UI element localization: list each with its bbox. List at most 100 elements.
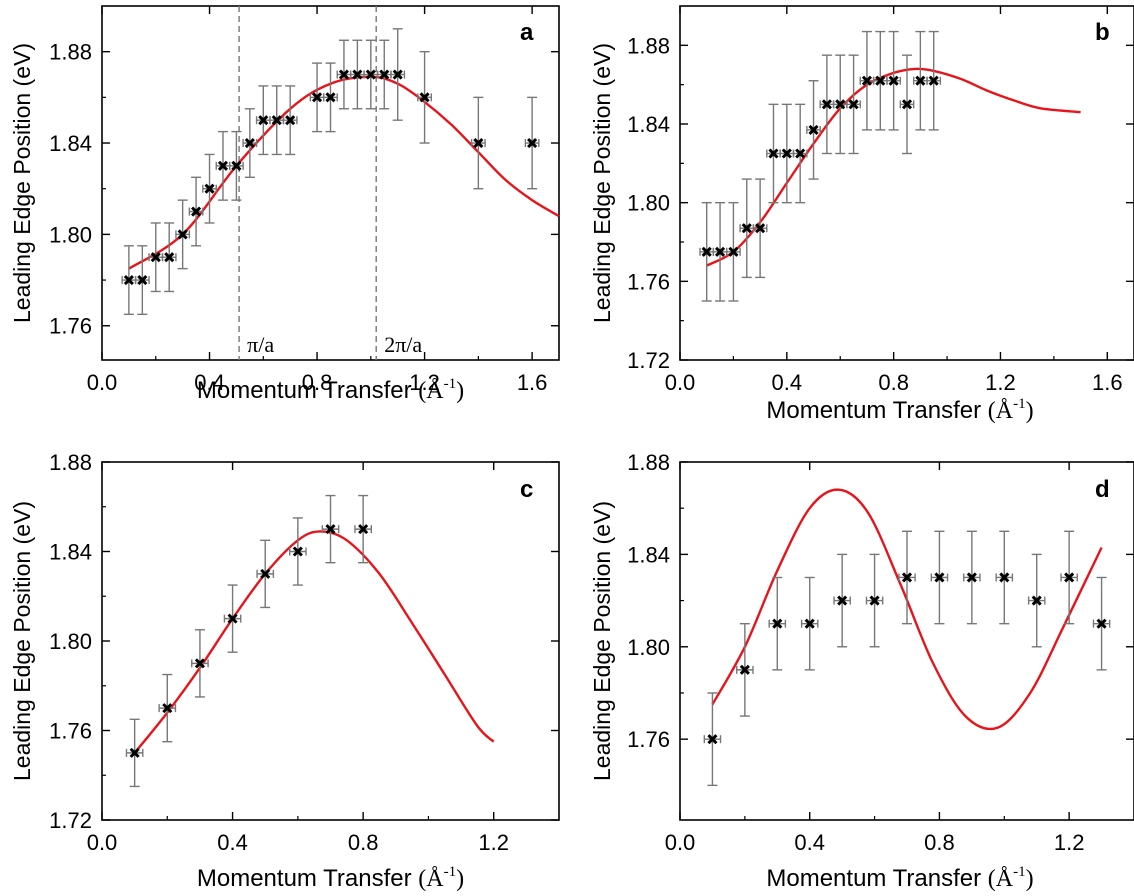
- x-tick-label: 1.2: [478, 830, 509, 855]
- data-point: [699, 201, 715, 302]
- x-tick-label: 0.8: [348, 830, 379, 855]
- x-tick-label: 0.0: [87, 370, 118, 395]
- marker: [244, 137, 255, 149]
- marker: [1096, 618, 1107, 629]
- x-axis-label: Momentum Transfer (Å-1): [766, 864, 1033, 892]
- marker: [795, 148, 806, 159]
- marker: [772, 618, 783, 629]
- x-tick-label: 1.6: [1092, 370, 1123, 395]
- x-tick-label: 0.8: [302, 370, 333, 395]
- x-tick-label: 0.0: [665, 370, 696, 395]
- marker: [177, 229, 188, 240]
- y-tick-label: 1.80: [627, 635, 670, 660]
- data-point: [739, 178, 755, 279]
- x-tick-label: 1.2: [985, 370, 1016, 395]
- y-tick-label: 1.84: [627, 112, 670, 137]
- y-axis-label: Leading Edge Position (eV): [589, 43, 615, 323]
- panel-label: c: [520, 476, 533, 503]
- data-point: [256, 539, 275, 609]
- data-point: [354, 494, 373, 564]
- data-point: [161, 222, 177, 293]
- data-point: [779, 103, 795, 204]
- marker: [258, 115, 269, 126]
- marker: [934, 572, 945, 583]
- data-point: [417, 50, 433, 144]
- marker: [768, 148, 779, 159]
- data-point: [865, 553, 884, 648]
- data-point: [336, 39, 352, 110]
- panel-b: 0.0 0.4 0.8 1.2 1.6 1.72 1.76 1.80 1.84 1.88 b Mome…: [589, 5, 1134, 424]
- marker: [292, 546, 303, 557]
- marker: [755, 223, 766, 234]
- data-point: [930, 530, 949, 625]
- fit-curve: [128, 75, 560, 270]
- y-tick-label: 1.76: [627, 269, 670, 294]
- marker: [325, 524, 336, 535]
- marker: [325, 92, 336, 103]
- y-tick-label: 1.88: [627, 450, 670, 475]
- x-tick-label: 1.6: [517, 370, 548, 395]
- data-point: [766, 103, 781, 204]
- vline-label: 2π/a: [384, 332, 422, 357]
- panel-c: 0.0 0.4 0.8 1.2 1.72 1.76 1.80 1.84 1.88 c Momentu…: [9, 450, 560, 892]
- data-point: [800, 576, 819, 671]
- x-tick-label: 0.4: [794, 830, 825, 855]
- data-point: [833, 553, 851, 648]
- marker: [365, 69, 376, 80]
- marker: [338, 69, 350, 80]
- x-tick-label: 1.2: [409, 370, 440, 395]
- marker: [419, 92, 430, 103]
- data-point: [175, 199, 191, 270]
- y-tick-label: 1.76: [49, 314, 92, 339]
- marker: [194, 658, 205, 669]
- data-point: [995, 530, 1014, 625]
- panel-label: a: [520, 19, 534, 46]
- data-point: [390, 28, 406, 121]
- marker: [227, 613, 238, 624]
- data-point: [148, 222, 164, 293]
- panel-label: b: [1095, 19, 1110, 46]
- data-point: [752, 178, 768, 279]
- data-point: [309, 62, 325, 133]
- data-point: [726, 201, 741, 302]
- marker: [739, 664, 750, 675]
- panel-a: 0.0 0.4 0.8 1.2 1.6 1.76 1.80 1.84 1.88 π/a 2π/a a M…: [9, 5, 560, 404]
- data-point: [121, 245, 137, 316]
- data-point: [191, 629, 209, 698]
- x-tick-label: 0.4: [772, 370, 803, 395]
- data-point: [470, 96, 486, 190]
- data-point: [712, 201, 728, 302]
- data-point: [376, 39, 392, 110]
- data-point: [282, 85, 298, 156]
- panel-label: d: [1095, 476, 1110, 503]
- marker: [204, 183, 215, 194]
- x-axis-label: Momentum Transfer (Å-1): [766, 396, 1033, 424]
- marker: [901, 572, 913, 583]
- data-point: [963, 530, 981, 625]
- plot-frame: [679, 461, 1134, 821]
- marker: [123, 275, 134, 286]
- data-point: [288, 517, 307, 586]
- y-axis-label: Leading Edge Position (eV): [9, 43, 35, 323]
- data-point: [321, 494, 340, 564]
- data-point: [202, 153, 217, 224]
- marker: [271, 115, 282, 126]
- marker: [861, 75, 873, 86]
- marker: [837, 595, 848, 606]
- marker: [781, 148, 792, 159]
- marker: [901, 99, 913, 110]
- marker: [714, 246, 726, 257]
- marker: [999, 572, 1010, 583]
- data-point: [703, 692, 722, 787]
- marker: [358, 524, 369, 535]
- marker: [137, 275, 148, 286]
- marker: [150, 252, 161, 263]
- marker: [1031, 595, 1042, 606]
- marker: [129, 747, 140, 758]
- x-tick-label: 0.4: [194, 370, 225, 395]
- y-axis-label: Leading Edge Position (eV): [9, 501, 35, 781]
- marker: [848, 99, 859, 110]
- marker: [473, 137, 484, 149]
- marker: [379, 69, 390, 80]
